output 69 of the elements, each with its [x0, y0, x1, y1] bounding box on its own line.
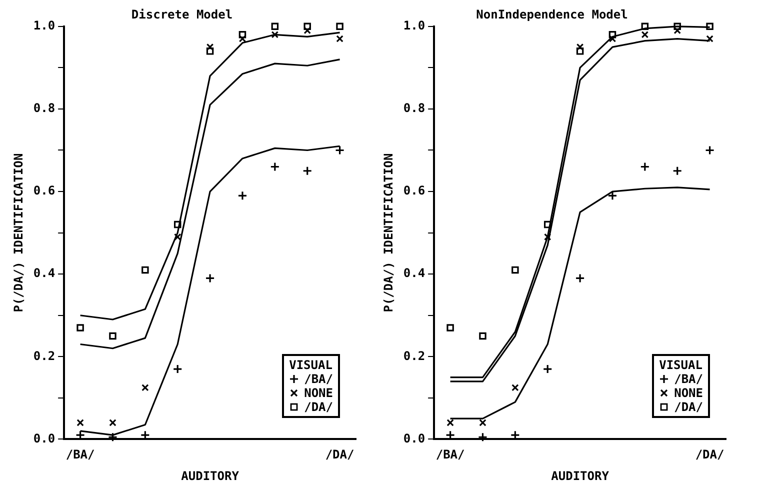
- point: [704, 145, 715, 156]
- y-tick-label: 1.0: [33, 18, 56, 33]
- x-axis-title: AUDITORY: [181, 468, 240, 483]
- point: [674, 22, 681, 30]
- chart-title: NonIndependence Model: [476, 7, 628, 22]
- point: [479, 332, 486, 340]
- point: [641, 22, 649, 30]
- y-tick-label: 0.8: [33, 101, 56, 116]
- point: [512, 384, 519, 392]
- point: [608, 190, 618, 200]
- point: [706, 22, 714, 30]
- y-tick-label: 0.2: [403, 348, 426, 363]
- point: [336, 35, 344, 42]
- legend-title: VISUAL: [289, 358, 333, 372]
- point: [271, 22, 279, 30]
- point: [172, 364, 182, 374]
- legend-label: /BA/: [674, 372, 703, 386]
- point: [478, 432, 488, 442]
- point: [76, 324, 84, 332]
- point: [575, 273, 585, 284]
- y-tick-label: 0.2: [33, 348, 56, 363]
- y-axis-title: P(/DA/) IDENTIFICATION: [381, 153, 396, 312]
- y-tick-label: 0.0: [33, 431, 56, 446]
- point: [640, 162, 650, 172]
- x-axis-title: AUDITORY: [551, 468, 610, 483]
- point: [446, 324, 454, 332]
- point: [174, 220, 182, 228]
- y-tick-label: 0.0: [403, 431, 426, 446]
- point: [336, 22, 344, 30]
- point: [304, 22, 311, 30]
- legend-label: NONE: [674, 386, 703, 400]
- point: [512, 266, 519, 274]
- point: [205, 273, 215, 284]
- y-tick-label: 1.0: [403, 18, 426, 33]
- legend-label: /DA/: [304, 400, 333, 414]
- point: [238, 190, 248, 200]
- point: [542, 364, 552, 374]
- y-tick-label: 0.4: [33, 266, 56, 280]
- chart-title: Discrete Model: [131, 7, 233, 22]
- y-tick-label: 0.6: [403, 184, 426, 198]
- point: [270, 162, 280, 172]
- x-tick-label: /DA/: [325, 448, 354, 462]
- y-axis-title: P(/DA/) IDENTIFICATION: [11, 153, 26, 312]
- y-tick-label: 0.8: [403, 101, 426, 116]
- point: [108, 432, 118, 442]
- point: [142, 384, 149, 392]
- point: [76, 419, 84, 426]
- point: [479, 419, 486, 426]
- x-tick-label: /DA/: [695, 448, 724, 462]
- y-tick-label: 0.4: [403, 266, 426, 280]
- legend-label: /BA/: [304, 372, 333, 386]
- point: [334, 145, 345, 156]
- point: [206, 48, 214, 55]
- point: [544, 220, 552, 228]
- x-tick-label: /BA/: [436, 448, 465, 462]
- point: [109, 332, 116, 340]
- x-tick-label: /BA/: [66, 448, 95, 462]
- point: [238, 31, 246, 38]
- point: [672, 166, 682, 176]
- point: [142, 266, 149, 274]
- point: [109, 419, 116, 426]
- legend-label: NONE: [304, 386, 333, 400]
- point: [302, 166, 312, 176]
- point: [641, 31, 649, 38]
- y-tick-label: 0.6: [33, 184, 56, 198]
- point: [576, 48, 584, 55]
- legend-title: VISUAL: [659, 358, 703, 372]
- point: [608, 31, 616, 38]
- legend-label: /DA/: [674, 400, 703, 414]
